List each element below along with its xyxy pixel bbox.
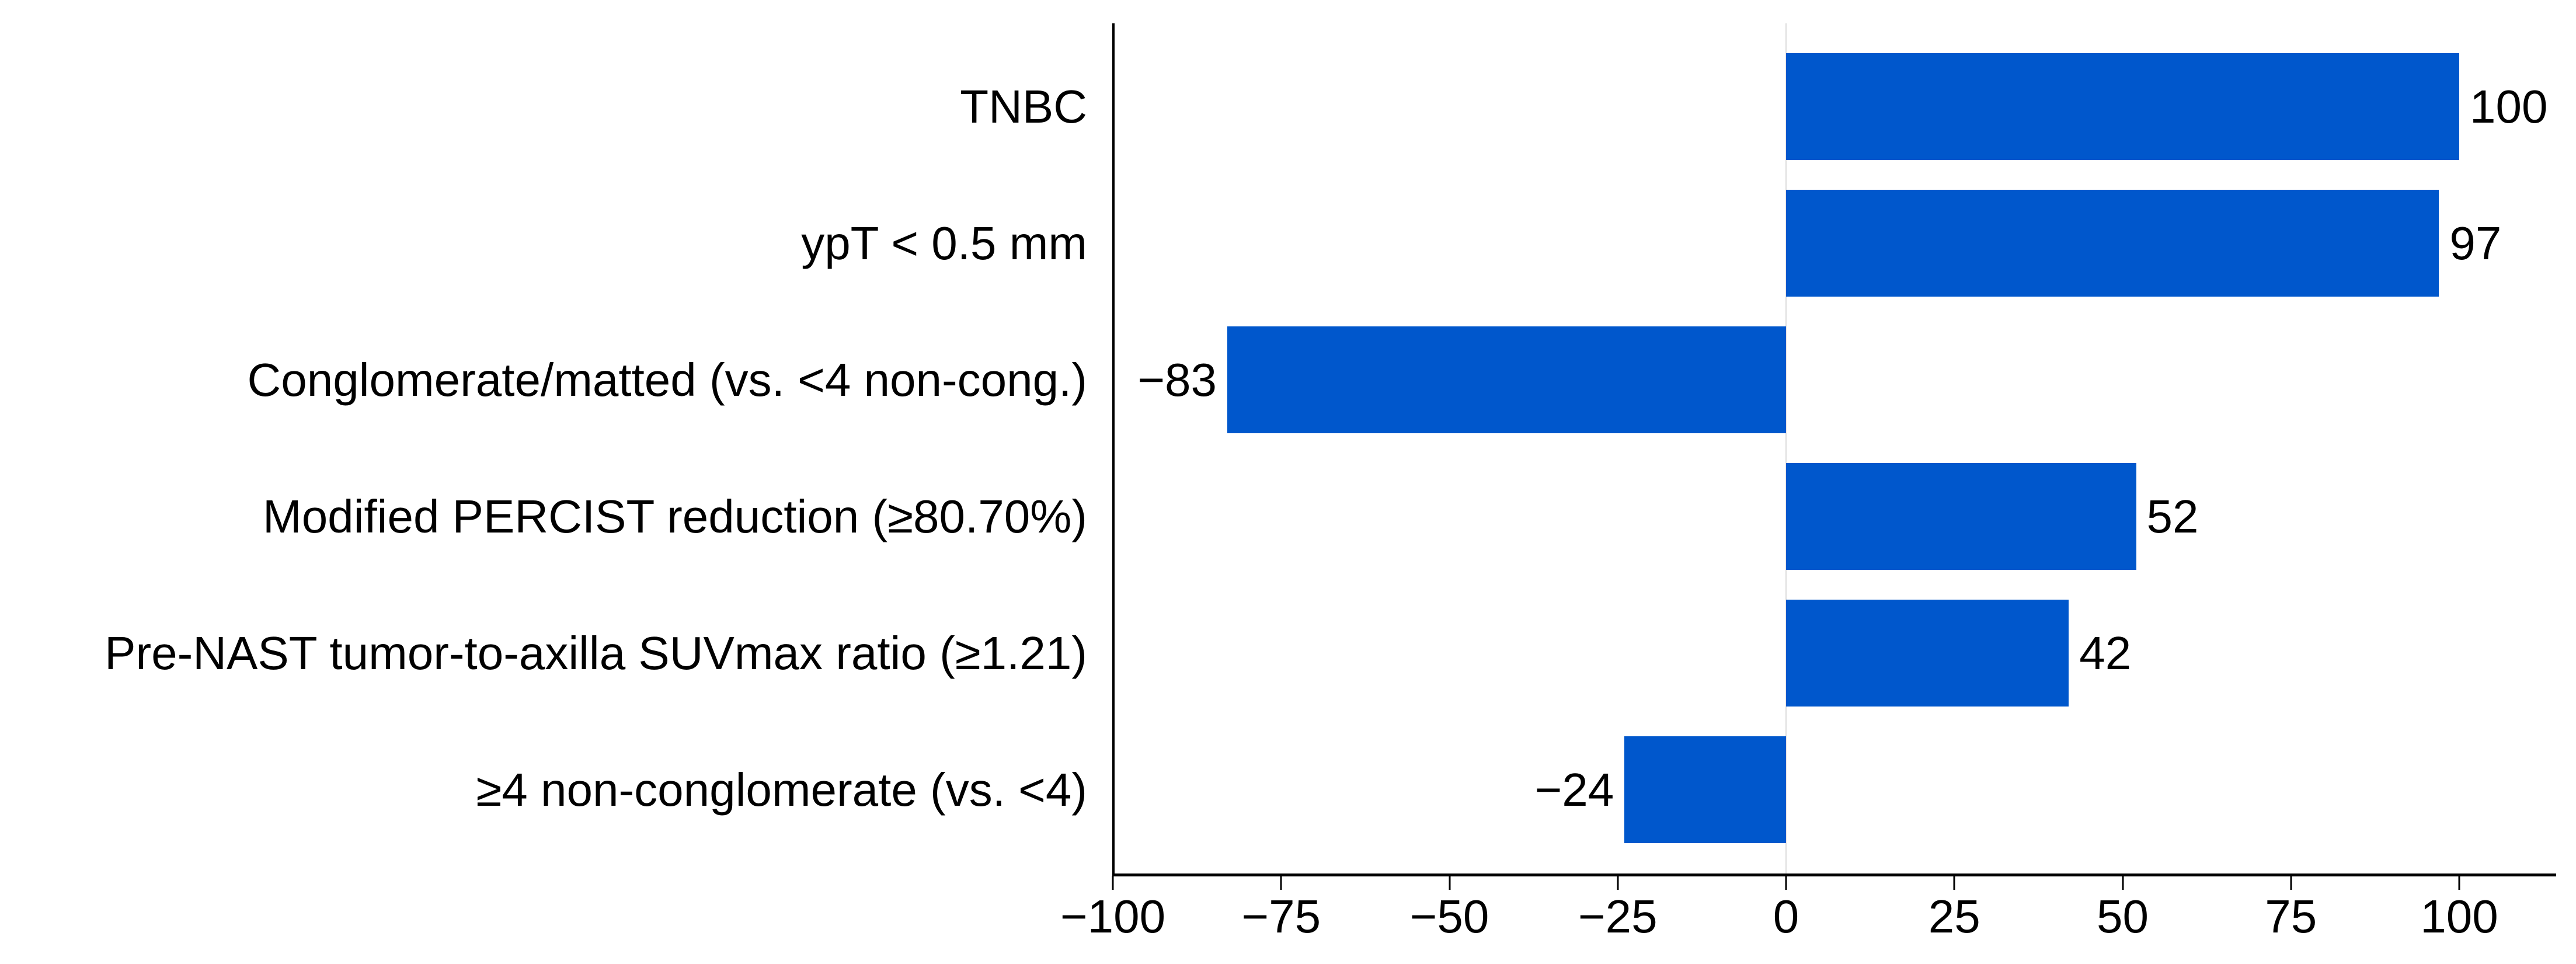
x-tick-mark <box>1617 876 1619 890</box>
category-label: Conglomerate/matted (vs. <4 non-cong.) <box>247 353 1087 406</box>
x-tick-label: 0 <box>1773 890 1799 942</box>
x-tick-mark <box>1785 876 1787 890</box>
x-tick-label: −100 <box>1060 890 1166 942</box>
x-axis-line <box>1112 873 2556 876</box>
category-label: Pre-NAST tumor-to-axilla SUVmax ratio (≥… <box>105 627 1087 679</box>
bar <box>1786 190 2439 297</box>
category-label: ≥4 non-conglomerate (vs. <4) <box>476 763 1087 816</box>
category-label: ypT < 0.5 mm <box>801 217 1087 269</box>
x-tick-mark <box>2458 876 2460 890</box>
x-tick-label: 50 <box>2097 890 2149 942</box>
value-label: −83 <box>1137 353 1217 406</box>
x-tick-label: −25 <box>1578 890 1658 942</box>
value-label: 97 <box>2449 217 2502 269</box>
value-label: 52 <box>2146 490 2199 542</box>
category-label: Modified PERCIST reduction (≥80.70%) <box>263 490 1087 542</box>
bar <box>1624 736 1786 843</box>
x-tick-label: 75 <box>2265 890 2317 942</box>
x-tick-mark <box>2290 876 2292 890</box>
x-tick-mark <box>1953 876 1955 890</box>
value-label: −24 <box>1534 763 1614 816</box>
bar <box>1786 53 2459 160</box>
y-axis-line <box>1112 23 1115 876</box>
bar <box>1786 463 2136 570</box>
x-tick-mark <box>2122 876 2124 890</box>
x-tick-label: −50 <box>1409 890 1489 942</box>
x-tick-mark <box>1280 876 1282 890</box>
zero-reference-line <box>1785 23 1787 873</box>
x-tick-label: 25 <box>1928 890 1980 942</box>
category-label: TNBC <box>960 80 1087 133</box>
x-tick-mark <box>1112 876 1114 890</box>
bar <box>1227 326 1786 433</box>
value-label: 42 <box>2079 627 2132 679</box>
value-label: 100 <box>2470 80 2548 133</box>
x-tick-mark <box>1449 876 1450 890</box>
bar <box>1786 600 2069 707</box>
x-tick-label: 100 <box>2420 890 2498 942</box>
x-tick-label: −75 <box>1241 890 1321 942</box>
